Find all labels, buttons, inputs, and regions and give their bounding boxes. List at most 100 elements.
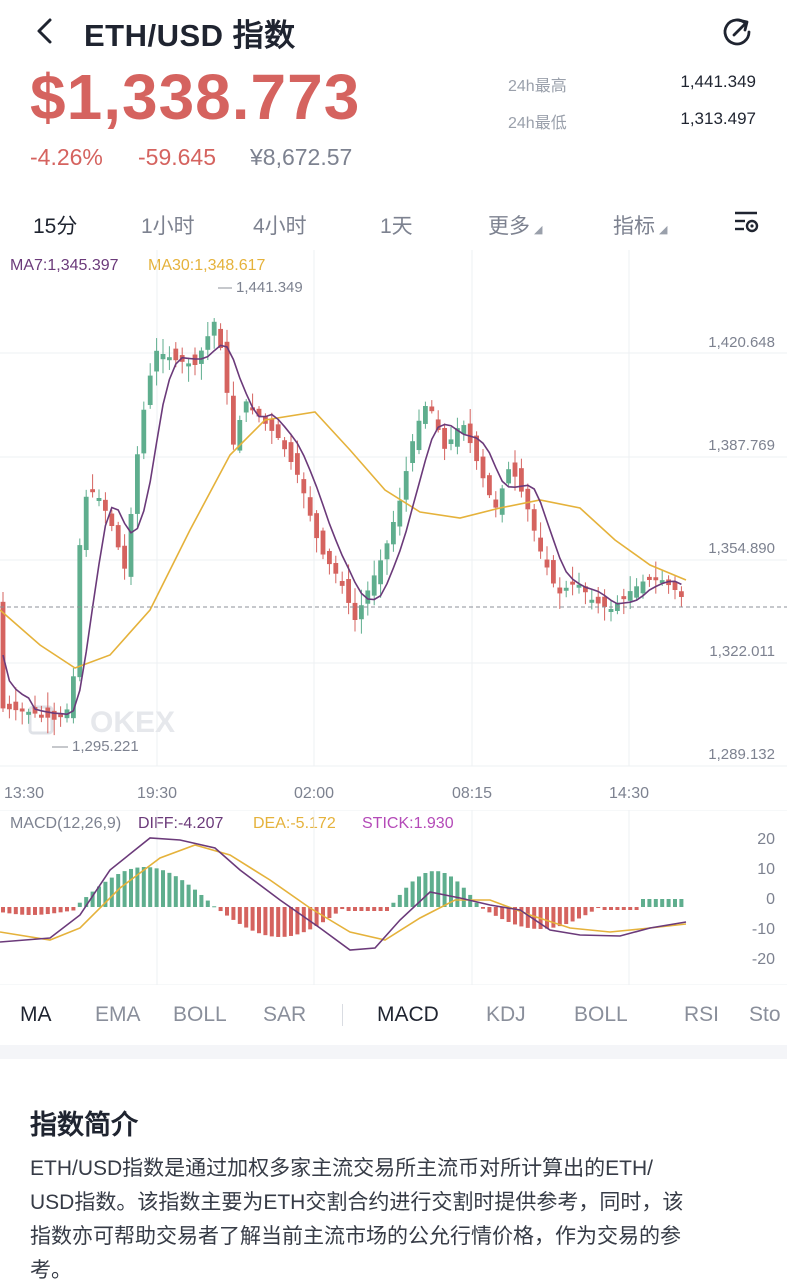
candle-body (295, 453, 300, 475)
macd-bar (525, 907, 530, 928)
indicator-ma[interactable]: MA (20, 1003, 52, 1026)
macd-chart[interactable]: 20 10 0 -10 -20 (0, 810, 787, 985)
candle-body (275, 424, 281, 438)
candle-body (365, 590, 371, 604)
candle-body (51, 710, 57, 720)
indicator-sar[interactable]: SAR (263, 1003, 307, 1026)
macd-bar (52, 907, 57, 914)
macd-bar (436, 871, 441, 907)
share-button[interactable] (720, 15, 754, 49)
macd-bar (660, 899, 665, 907)
intro-line: USD指数。该指数主要为ETH交割合约进行交割时提供参考，同时，该 (30, 1191, 684, 1214)
candle-body (506, 469, 511, 484)
chevron-left-icon (37, 18, 52, 44)
candle-body (288, 442, 294, 462)
tab-1h[interactable]: 1小时 (141, 215, 195, 238)
indicator-rsi[interactable]: RSI (684, 1003, 720, 1026)
indicator-ema[interactable]: EMA (95, 1003, 141, 1026)
candle-body (167, 357, 172, 361)
macd-bar (180, 880, 185, 907)
change-amount: -59.645 (138, 144, 217, 170)
candle-body (429, 406, 435, 412)
candle-body (442, 428, 447, 449)
candle-body (243, 401, 249, 413)
candle-body (512, 462, 518, 477)
macd-bar (397, 894, 402, 907)
x-tick: 14:30 (609, 785, 649, 802)
candle-body (647, 576, 652, 580)
candle-body (83, 496, 89, 551)
candle-body (589, 599, 595, 603)
candle-body (224, 341, 230, 393)
macd-bar (154, 868, 159, 907)
macd-bar (647, 899, 652, 907)
macd-histogram (1, 867, 684, 937)
chart-settings-button[interactable] (733, 209, 761, 240)
tab-indicators[interactable]: 指标 ◢ (613, 210, 667, 240)
intro-line: 指数亦可帮助交易者了解当前主流市场的公允行情价格，作为交易的参 (30, 1225, 681, 1248)
macd-bar (378, 907, 383, 911)
tab-more[interactable]: 更多 ◢ (488, 210, 542, 240)
indicator-kdj[interactable]: KDJ (486, 1003, 526, 1026)
candle-body (320, 530, 326, 555)
macd-bar (449, 876, 453, 907)
macd-bar (474, 902, 479, 907)
macd-bar (602, 907, 607, 910)
indicator-boll-main[interactable]: BOLL (173, 1003, 227, 1026)
candle-body (352, 602, 358, 620)
macd-bar (679, 899, 684, 907)
macd-bar (314, 907, 319, 927)
tab-1d[interactable]: 1天 (380, 215, 413, 238)
indicator-sto[interactable]: Sto (749, 1003, 781, 1026)
candle-body (391, 522, 396, 545)
macd-y-tick: 0 (766, 891, 775, 908)
x-tick: 19:30 (137, 785, 177, 802)
macd-bar (7, 907, 12, 914)
candle-body (135, 454, 140, 514)
candlestick-chart[interactable]: OKEX 1,441.349 1,295.221 1,420.648 1,387… (0, 250, 787, 810)
back-button[interactable] (30, 16, 60, 46)
macd-bar (513, 907, 517, 925)
candle-body (269, 418, 275, 431)
candle-body (653, 577, 659, 581)
macd-bar (621, 907, 626, 910)
candle-body (327, 550, 332, 565)
candle-body (58, 714, 63, 718)
macd-bar (673, 899, 677, 907)
macd-bar (33, 907, 37, 915)
candle-body (544, 559, 550, 568)
indicator-macd[interactable]: MACD (377, 1003, 439, 1026)
candle-body (147, 375, 153, 405)
macd-bar (1, 907, 5, 913)
tab-15m[interactable]: 15分 (33, 215, 78, 238)
indicator-boll-sub[interactable]: BOLL (574, 1003, 628, 1026)
candle-body (122, 545, 127, 569)
macd-bar (577, 907, 581, 919)
macd-bar (308, 907, 313, 930)
macd-bar (321, 907, 325, 923)
tab-4h[interactable]: 4小时 (253, 215, 307, 238)
macd-bar (628, 907, 633, 910)
candle-body (583, 586, 588, 593)
max-label: 1,441.349 (236, 279, 303, 296)
macd-bar (301, 907, 306, 933)
intro-body: ETH/USD指数是通过加权多家主流交易所主流币对所计算出的ETH/ USD指数… (30, 1152, 750, 1288)
candle-body (211, 321, 217, 336)
x-tick: 02:00 (294, 785, 334, 802)
macd-bar (237, 907, 242, 924)
candle-body (256, 408, 262, 417)
low-value: 1,313.497 (680, 109, 756, 128)
change-percent: -4.26% (30, 144, 103, 170)
y-axis-labels: 1,420.648 1,387.769 1,354.890 1,322.011 … (708, 334, 775, 763)
macd-bar (103, 881, 108, 907)
tab-indicators-label: 指标 (613, 215, 655, 238)
macd-bar (212, 906, 217, 908)
candle-body (115, 525, 121, 548)
candle-body (416, 420, 422, 451)
macd-bar (58, 907, 63, 913)
candle-body (7, 703, 12, 710)
candle-body (640, 581, 646, 594)
y-tick: 1,387.769 (708, 437, 775, 454)
candle-body (480, 456, 486, 479)
candle-body (448, 439, 454, 445)
